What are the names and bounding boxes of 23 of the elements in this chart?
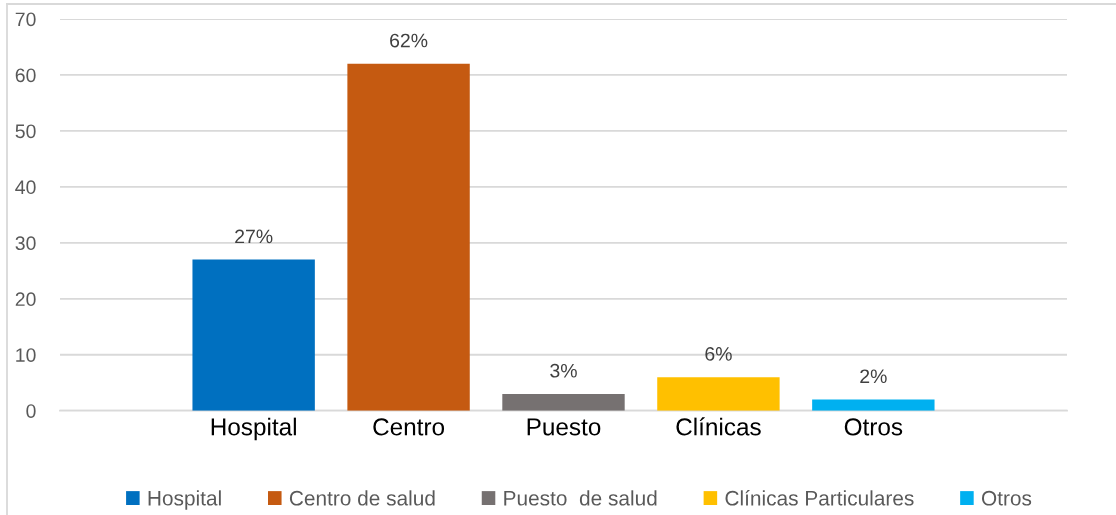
legend-label: Otros bbox=[981, 490, 1032, 506]
y-tick-label: 50 bbox=[15, 124, 36, 139]
x-tick-label: Clínicas bbox=[676, 417, 761, 436]
data-label: 2% bbox=[860, 369, 887, 384]
data-label: 62% bbox=[390, 33, 428, 48]
x-tick-label: Centro bbox=[373, 418, 445, 436]
x-tick-label: Hospital bbox=[211, 417, 296, 441]
y-tick-label: 20 bbox=[15, 292, 36, 307]
data-label: 3% bbox=[550, 363, 577, 378]
legend-label: Puesto de salud bbox=[504, 490, 657, 506]
x-tick-label: Otros bbox=[844, 418, 903, 436]
y-tick-label: 10 bbox=[16, 348, 36, 362]
y-tick-label: 0 bbox=[26, 404, 36, 418]
y-tick-label: 60 bbox=[15, 68, 36, 83]
y-tick-label: 70 bbox=[15, 12, 36, 27]
legend-label: Clínicas Particulares bbox=[725, 490, 914, 506]
y-tick-label: 30 bbox=[15, 236, 36, 251]
data-label: 27% bbox=[235, 229, 273, 244]
x-tick-label: Puesto bbox=[527, 418, 601, 436]
legend-label: Hospital bbox=[148, 490, 221, 510]
y-tick-label: 40 bbox=[15, 180, 36, 195]
data-label: 6% bbox=[705, 347, 732, 361]
legend-label: Centro de salud bbox=[289, 490, 435, 506]
